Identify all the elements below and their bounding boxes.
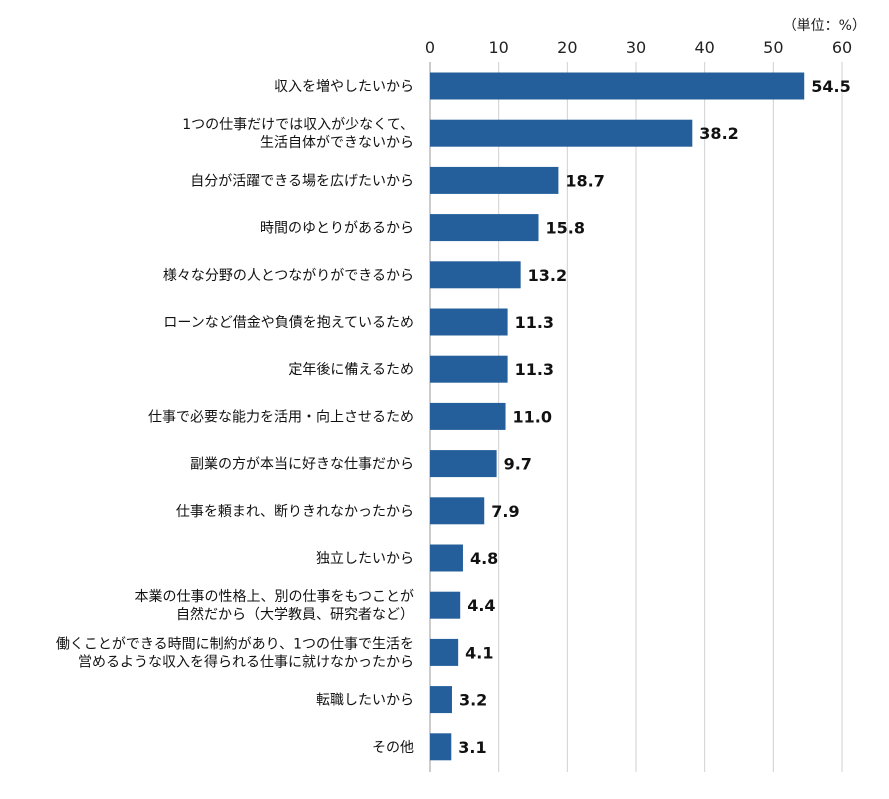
value-label: 3.2 bbox=[459, 691, 487, 710]
category-label: 自分が活躍できる場を広げたいから bbox=[190, 173, 414, 189]
category-label: 転職したいから bbox=[316, 693, 414, 709]
x-tick-label: 30 bbox=[626, 38, 646, 57]
value-label: 11.3 bbox=[515, 313, 554, 332]
value-label: 54.5 bbox=[811, 77, 850, 96]
bar bbox=[430, 544, 463, 572]
category-label: ローンなど借金や負債を抱えているため bbox=[163, 315, 414, 331]
x-tick-label: 60 bbox=[832, 38, 852, 57]
x-tick-label: 50 bbox=[763, 38, 783, 57]
bar bbox=[430, 733, 452, 761]
value-label: 11.3 bbox=[515, 360, 554, 379]
bar bbox=[430, 686, 452, 714]
category-label: 副業の方が本当に好きな仕事だから bbox=[190, 457, 414, 473]
bars bbox=[430, 72, 805, 761]
value-label: 18.7 bbox=[565, 171, 604, 190]
category-label: 様々な分野の人とつながりができるから bbox=[163, 268, 414, 284]
category-label: 収入を増やしたいから bbox=[274, 79, 414, 95]
value-label: 7.9 bbox=[491, 502, 519, 521]
x-axis-ticks: 0 10 20 30 40 50 60 bbox=[425, 38, 852, 57]
unit-label: （単位：%） bbox=[783, 18, 866, 34]
x-tick-label: 40 bbox=[694, 38, 714, 57]
value-label: 4.8 bbox=[470, 549, 498, 568]
x-tick-label: 0 bbox=[425, 38, 435, 57]
value-label: 15.8 bbox=[545, 219, 584, 238]
x-tick-label: 20 bbox=[557, 38, 577, 57]
category-label: 独立したいから bbox=[316, 551, 414, 567]
x-tick-label: 10 bbox=[488, 38, 508, 57]
category-label: 仕事を頼まれ、断りきれなかったから bbox=[176, 504, 414, 520]
category-label: 1つの仕事だけでは収入が少なくて、生活自体ができないから bbox=[182, 117, 414, 151]
bar bbox=[430, 214, 539, 242]
value-label: 4.1 bbox=[465, 643, 493, 662]
category-label: その他 bbox=[372, 740, 414, 756]
value-label: 9.7 bbox=[504, 455, 532, 474]
value-label: 38.2 bbox=[699, 124, 738, 143]
value-label: 11.0 bbox=[513, 407, 552, 426]
value-labels: 54.5 38.2 18.7 15.8 13.2 11.3 11.3 11.0 9.7 7.9 4.… bbox=[458, 77, 850, 757]
category-label: 定年後に備えるため bbox=[288, 362, 414, 378]
category-label: 本業の仕事の性格上、別の仕事をもつことが自然だから（大学教員、研究者など） bbox=[135, 589, 414, 623]
category-label: 働くことができる時間に制約があり、1つの仕事で生活を営めるような収入を得られる仕… bbox=[56, 636, 414, 670]
bar bbox=[430, 638, 459, 666]
bar bbox=[430, 402, 506, 430]
bar bbox=[430, 450, 497, 478]
category-label: 時間のゆとりがあるから bbox=[260, 221, 414, 237]
bar bbox=[430, 261, 521, 289]
category-label: 仕事で必要な能力を活用・向上させるため bbox=[148, 409, 414, 425]
bar bbox=[430, 166, 559, 194]
value-label: 3.1 bbox=[458, 738, 486, 757]
category-labels: 収入を増やしたいから 1つの仕事だけでは収入が少なくて、生活自体ができないから自分… bbox=[56, 79, 414, 756]
bar bbox=[430, 72, 805, 100]
bar bbox=[430, 308, 508, 336]
bar bbox=[430, 497, 485, 525]
bar bbox=[430, 591, 461, 619]
value-label: 4.4 bbox=[467, 596, 495, 615]
bar bbox=[430, 355, 508, 383]
bar bbox=[430, 119, 693, 147]
value-label: 13.2 bbox=[528, 266, 567, 285]
